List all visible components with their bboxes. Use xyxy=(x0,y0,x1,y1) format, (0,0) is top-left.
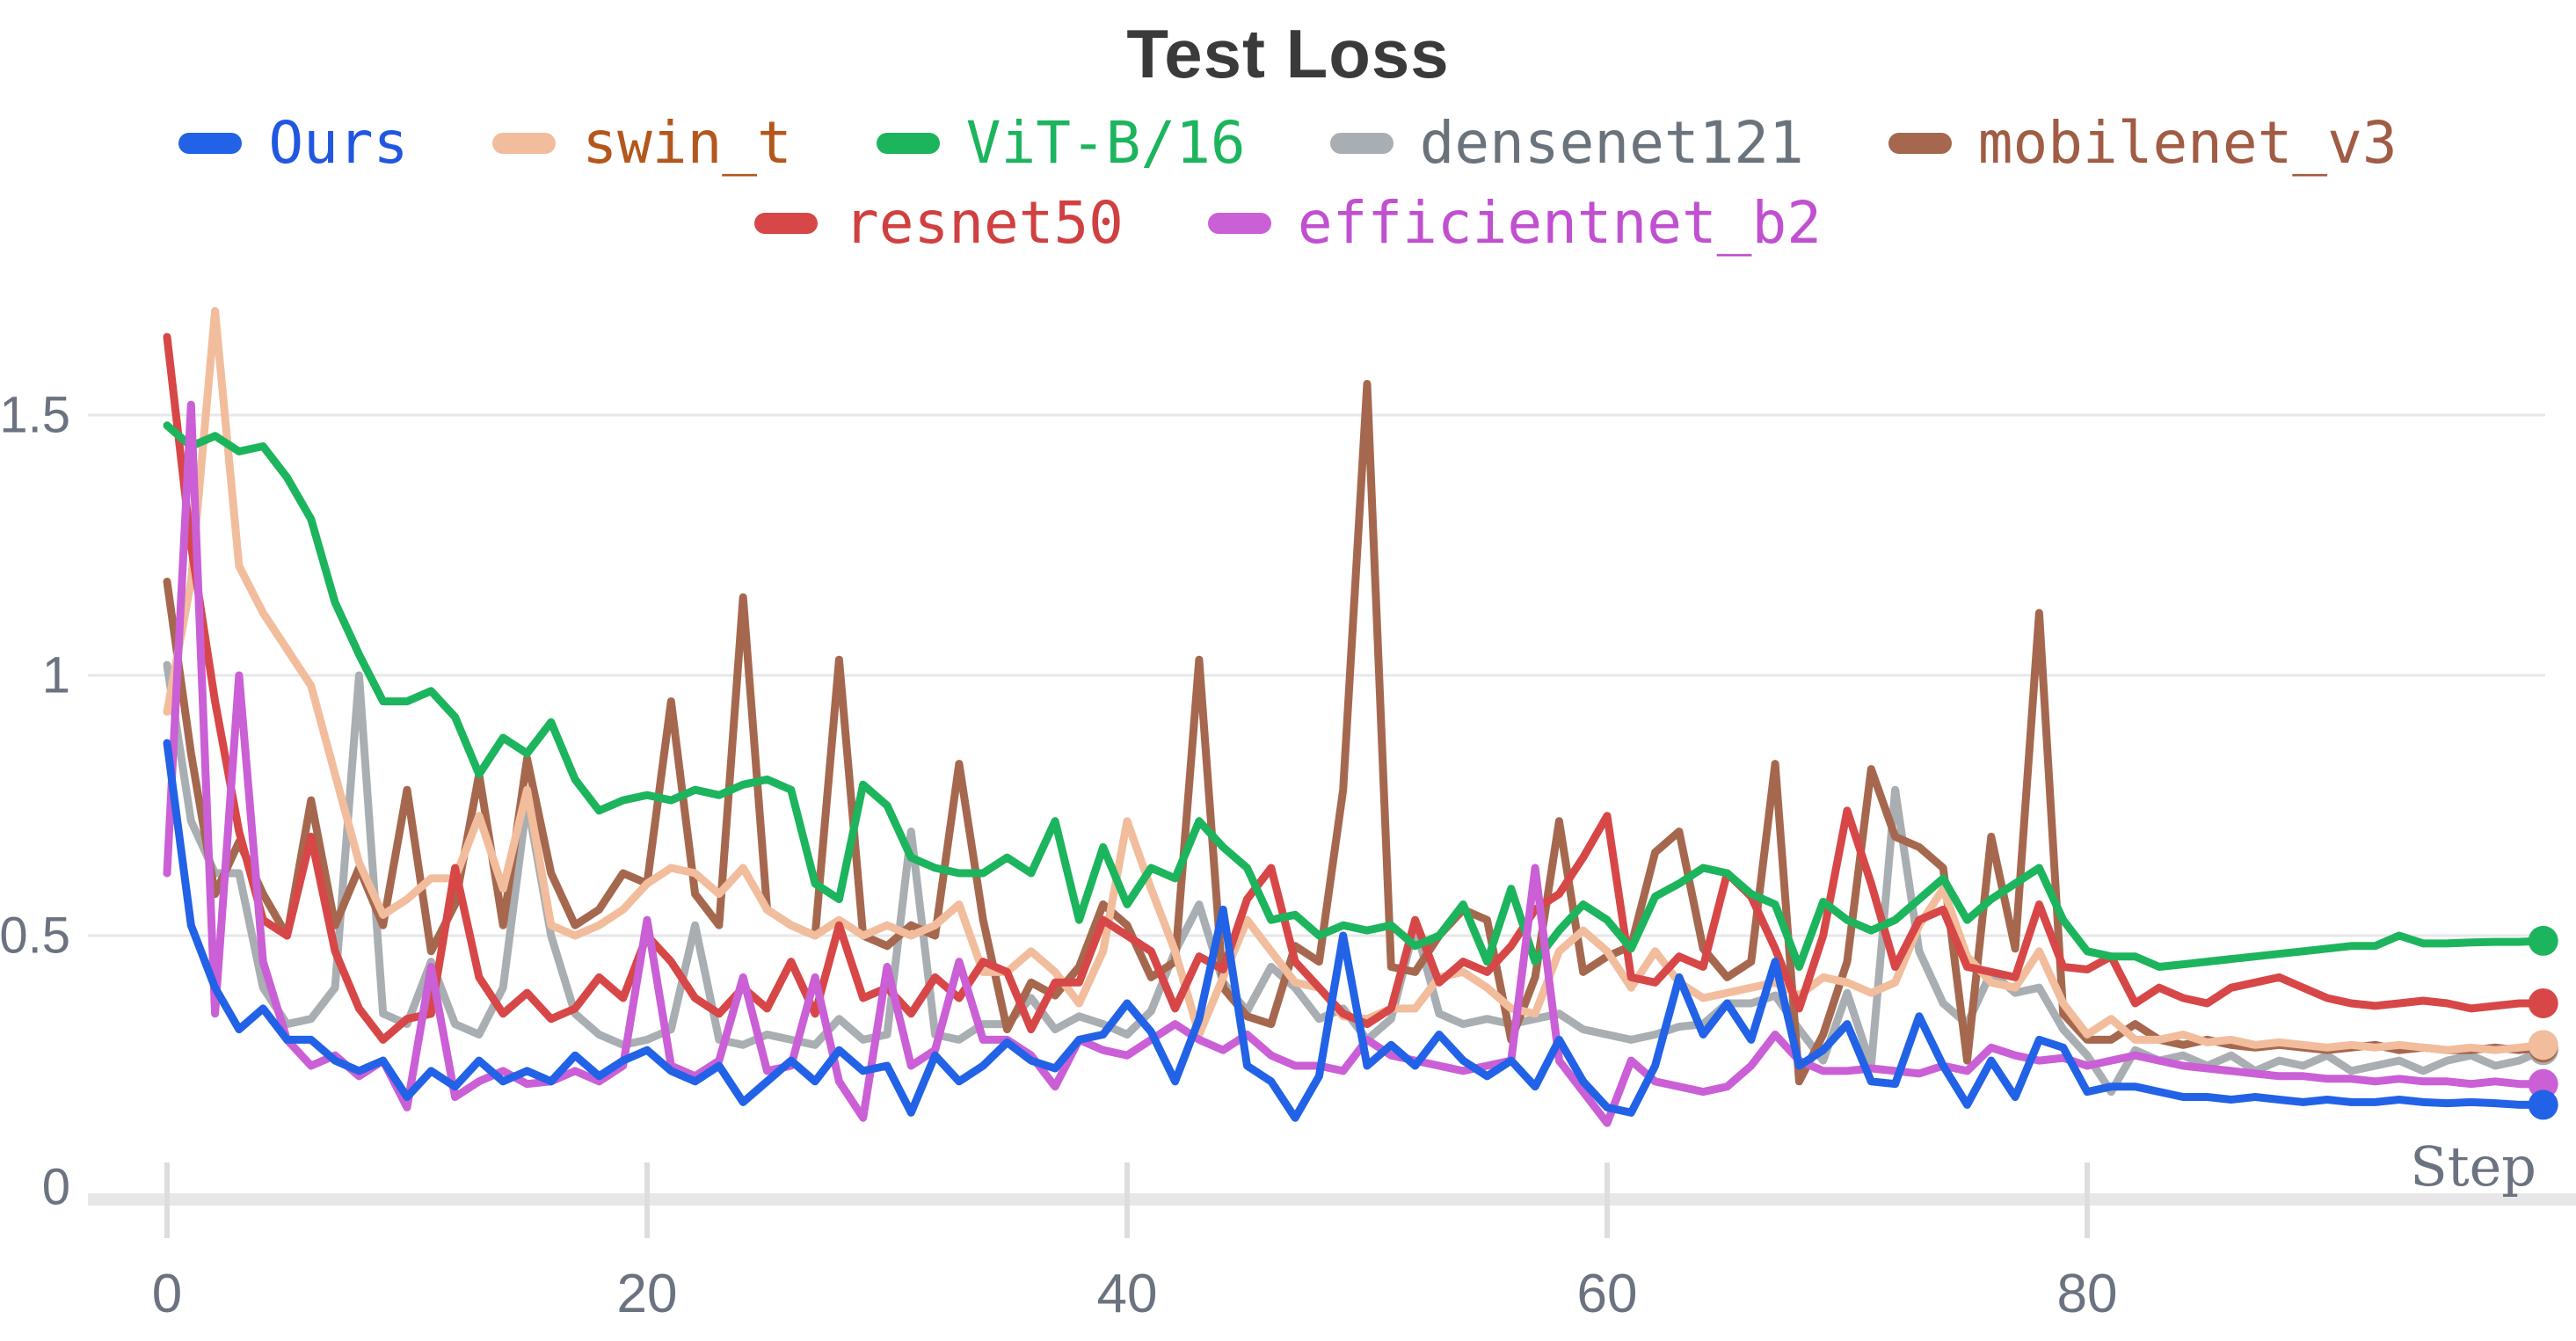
x-tick-mark xyxy=(644,1162,650,1238)
legend-item-label: efficientnet_b2 xyxy=(1297,189,1822,258)
series-line-densenet121[interactable] xyxy=(163,660,2548,1097)
legend-swatch-icon xyxy=(1329,132,1394,154)
legend-swatch-icon xyxy=(1207,212,1271,234)
series-line-swin_t[interactable] xyxy=(163,307,2548,1054)
series-endpoint-resnet50 xyxy=(2528,988,2558,1018)
series-line-efficientnet_b2[interactable] xyxy=(163,400,2548,1127)
legend: Ours swin_t ViT-B/16 densenet121 mobilenet_v… xyxy=(0,113,2576,254)
legend-swatch-icon xyxy=(754,212,819,234)
series-endpoint-swin_t xyxy=(2528,1030,2558,1060)
x-tick-mark xyxy=(1605,1162,1610,1238)
legend-swatch-icon xyxy=(178,132,243,154)
series-line-mobilenet_v3[interactable] xyxy=(163,380,2548,1086)
y-tick-label: 0.5 xyxy=(0,907,70,965)
y-tick-label: 1.5 xyxy=(0,387,70,444)
series-endpoint-ViT-B/16 xyxy=(2528,925,2558,956)
x-tick-label: 80 xyxy=(2057,1264,2118,1324)
x-tick-mark xyxy=(164,1162,170,1238)
legend-swatch-icon xyxy=(492,132,557,154)
legend-row-1: Ours swin_t ViT-B/16 densenet121 mobilenet_v… xyxy=(178,109,2398,177)
series-line-ViT-B/16[interactable] xyxy=(163,421,2548,971)
legend-swatch-icon xyxy=(876,132,940,154)
legend-item-densenet121[interactable]: densenet121 xyxy=(1329,109,1804,177)
legend-item-label: swin_t xyxy=(582,109,792,177)
x-tick-mark xyxy=(1124,1162,1130,1238)
legend-item-Ours[interactable]: Ours xyxy=(178,113,408,173)
x-tick-label: 40 xyxy=(1097,1264,1158,1324)
legend-item-efficientnet_b2[interactable]: efficientnet_b2 xyxy=(1207,189,1822,258)
x-axis-line xyxy=(88,1193,2576,1206)
legend-item-resnet50[interactable]: resnet50 xyxy=(754,189,1124,258)
series-endpoint-Ours xyxy=(2528,1090,2558,1120)
legend-item-label: densenet121 xyxy=(1419,109,1804,177)
x-tick-label: 20 xyxy=(617,1264,678,1324)
legend-item-swin_t[interactable]: swin_t xyxy=(492,109,792,177)
x-tick-label: 60 xyxy=(1577,1264,1638,1324)
legend-item-label: ViT-B/16 xyxy=(965,109,1246,177)
legend-swatch-icon xyxy=(1888,132,1952,154)
legend-item-label: mobilenet_v3 xyxy=(1977,109,2398,177)
y-tick-label: 1 xyxy=(42,647,70,704)
x-tick-label: 0 xyxy=(152,1264,182,1324)
x-axis-title: Step xyxy=(2410,1134,2536,1199)
legend-item-mobilenet_v3[interactable]: mobilenet_v3 xyxy=(1888,113,2398,173)
x-tick-mark xyxy=(2085,1162,2090,1238)
legend-row-2: resnet50 efficientnet_b2 xyxy=(754,189,1822,258)
series-line-Ours[interactable] xyxy=(163,739,2548,1122)
chart-title: Test Loss xyxy=(1126,15,1450,92)
legend-item-label: resnet50 xyxy=(844,189,1124,258)
legend-item-label: Ours xyxy=(268,109,409,177)
y-tick-label: 0 xyxy=(42,1159,70,1216)
legend-item-ViT-B/16[interactable]: ViT-B/16 xyxy=(876,109,1246,177)
series-endpoint-efficientnet_b2 xyxy=(2528,1068,2558,1099)
